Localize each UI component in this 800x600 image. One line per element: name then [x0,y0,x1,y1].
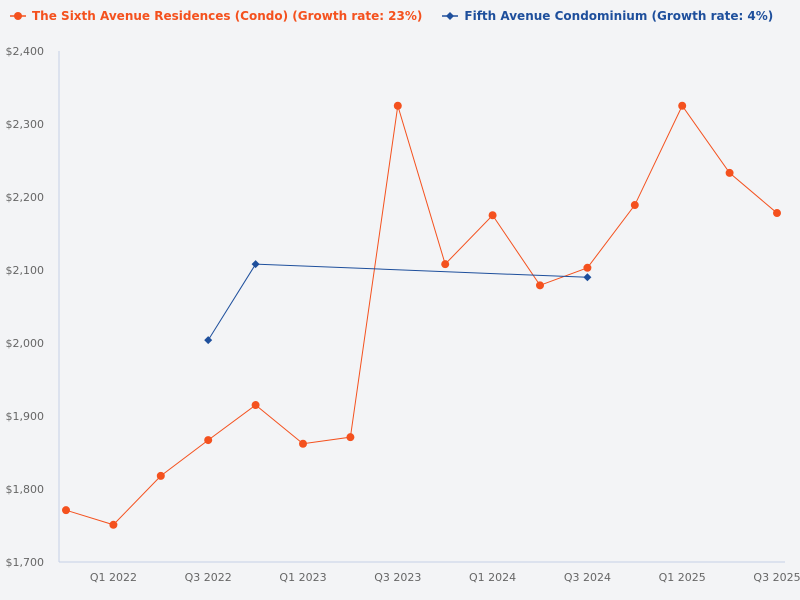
x-tick-label: Q1 2024 [469,571,516,584]
data-point[interactable] [251,260,260,269]
legend: The Sixth Avenue Residences (Condo) (Gro… [10,9,773,23]
data-point[interactable] [536,281,544,290]
legend-label-fifth-avenue: Fifth Avenue Condominium (Growth rate: 4… [464,9,774,23]
x-tick-label: Q1 2022 [90,571,137,584]
x-tick-label: Q1 2023 [279,571,326,584]
data-point[interactable] [204,436,213,445]
data-point[interactable] [773,209,781,218]
y-tick-label: $1,900 [6,410,45,423]
data-point[interactable] [630,201,639,210]
circle-marker-icon [10,12,26,20]
y-tick-label: $1,800 [6,483,45,496]
data-point[interactable] [393,101,402,110]
data-point[interactable] [62,506,70,515]
legend-item-sixth-avenue[interactable]: The Sixth Avenue Residences (Condo) (Gro… [10,9,422,23]
series-line-0 [65,104,778,526]
y-tick-label: $2,400 [6,45,45,58]
x-tick-label: Q3 2023 [374,571,421,584]
diamond-marker-icon [442,12,459,20]
data-point[interactable] [109,520,118,529]
data-point[interactable] [299,439,307,448]
data-point[interactable] [583,263,592,272]
series-line-1 [207,263,588,341]
x-tick-label: Q1 2025 [659,571,706,584]
data-point[interactable] [678,101,687,110]
data-point[interactable] [583,273,592,282]
y-tick-label: $2,100 [6,264,45,277]
data-point[interactable] [488,211,497,220]
y-tick-label: $1,700 [6,556,45,569]
x-tick-label: Q3 2022 [185,571,232,584]
data-point[interactable] [725,168,734,177]
y-tick-label: $2,000 [6,337,45,350]
data-point[interactable] [251,401,260,410]
legend-item-fifth-avenue[interactable]: Fifth Avenue Condominium (Growth rate: 4… [442,9,773,23]
data-point[interactable] [204,336,213,345]
y-tick-label: $2,200 [6,191,45,204]
x-tick-label: Q3 2024 [564,571,611,584]
data-point[interactable] [156,471,165,480]
x-tick-label: Q3 2025 [753,571,800,584]
y-tick-label: $2,300 [6,118,45,131]
legend-label-sixth-avenue: The Sixth Avenue Residences (Condo) (Gro… [32,9,423,23]
data-point[interactable] [346,433,355,442]
data-point[interactable] [441,260,450,269]
